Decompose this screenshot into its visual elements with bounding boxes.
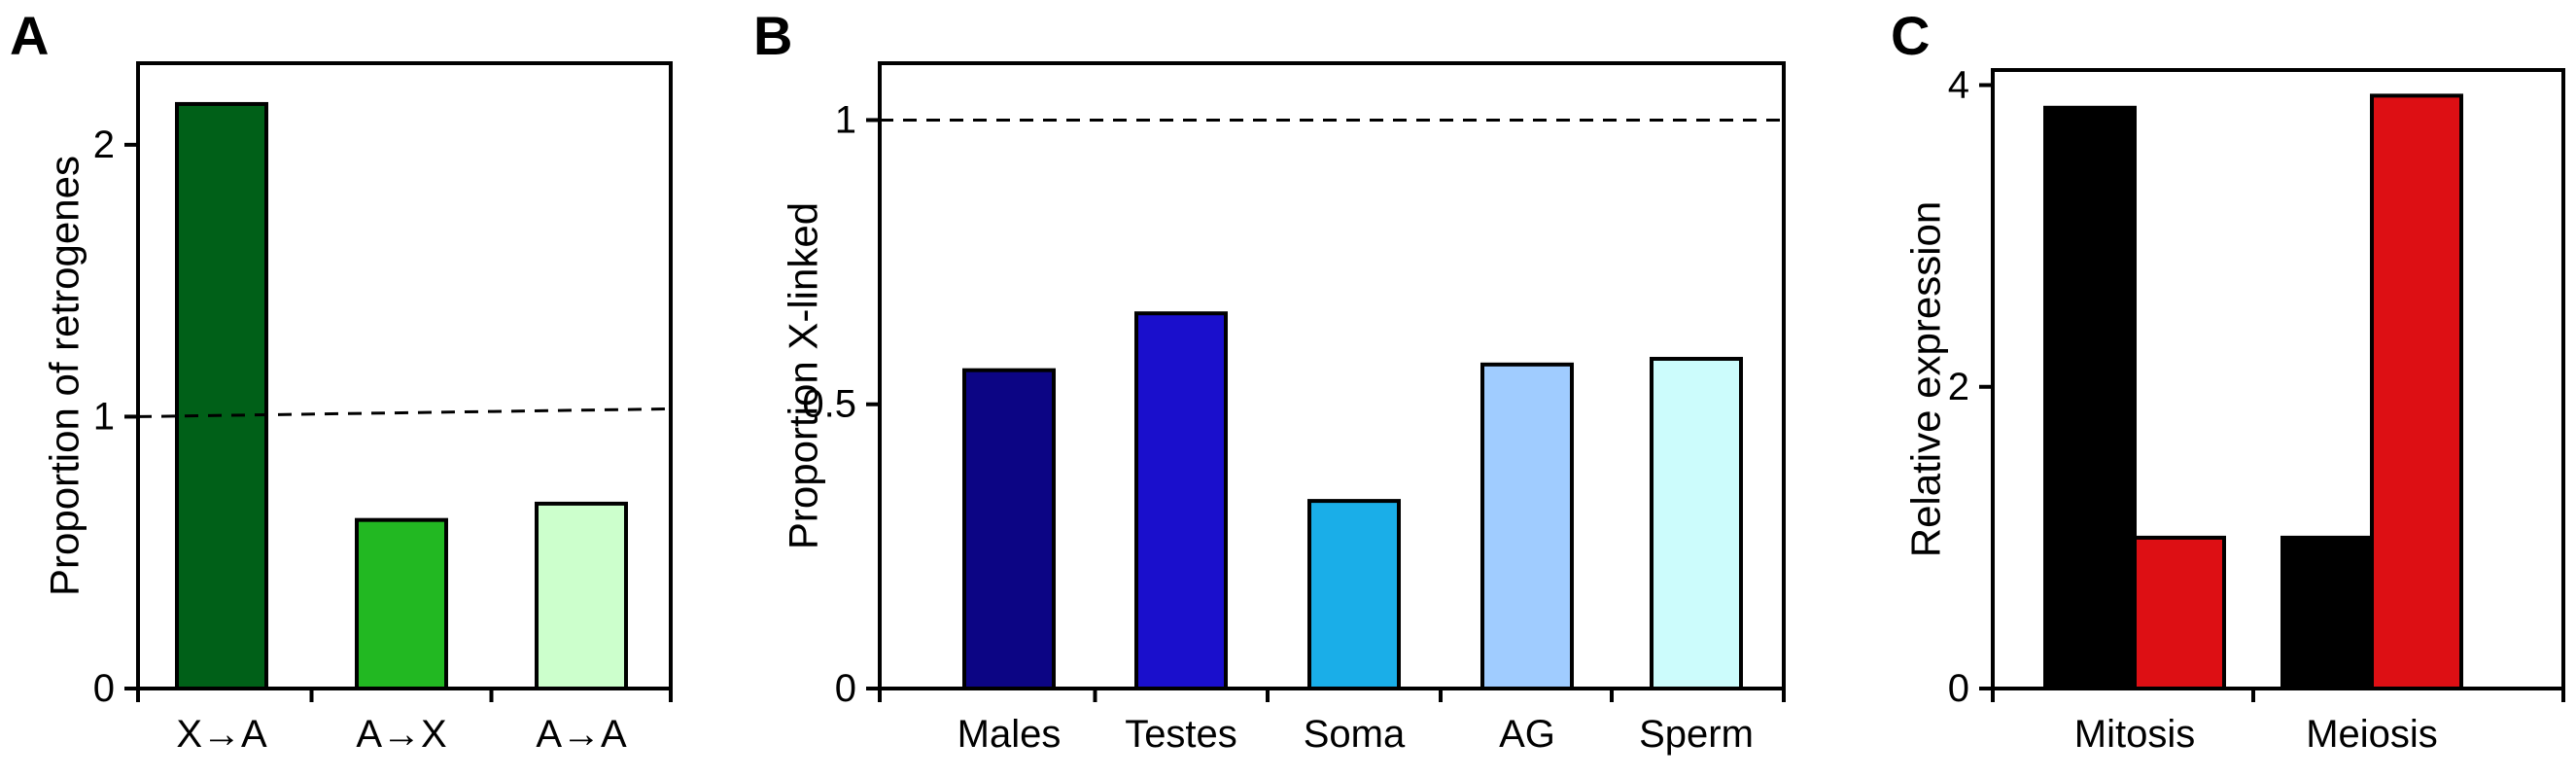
- plot-frame: [878, 61, 1786, 690]
- x-tick-label: A→A: [536, 713, 627, 756]
- y-tick-label: 2: [93, 124, 115, 166]
- bar: [1480, 362, 1574, 690]
- bar: [2370, 93, 2463, 691]
- x-tick-label: Meiosis: [2306, 713, 2438, 756]
- bar: [2133, 535, 2226, 690]
- x-tick-label: Sperm: [1639, 713, 1754, 756]
- bar: [2280, 535, 2374, 690]
- x-tick-label: Males: [957, 713, 1062, 756]
- plot-frame: [1991, 68, 2565, 690]
- chart-panel-c: C Relative expression 0 2 4 Mitosis Meiosis: [1891, 5, 2565, 756]
- bar: [1307, 499, 1401, 690]
- x-tick-label: Testes: [1125, 713, 1237, 756]
- x-tick-label: A→X: [356, 713, 446, 756]
- y-tick-label: 0: [835, 667, 856, 710]
- y-axis-label: Proportion of retrogenes: [41, 156, 87, 596]
- panel-letter: C: [1891, 5, 1930, 66]
- bar: [1134, 311, 1228, 690]
- plot-frame: [136, 61, 673, 690]
- y-tick-label: 0.5: [802, 383, 856, 426]
- panel-letter: A: [10, 5, 49, 66]
- x-tick-label: Soma: [1304, 713, 1406, 756]
- bar: [2043, 105, 2137, 690]
- y-axis-label: Relative expression: [1902, 201, 1948, 558]
- reference-line: [137, 407, 672, 418]
- y-axis-label: Proportion X-linked: [780, 202, 825, 549]
- x-tick-label: Mitosis: [2074, 713, 2195, 756]
- bar: [535, 501, 628, 690]
- bar: [175, 101, 268, 691]
- y-tick-label: 2: [1948, 366, 1969, 408]
- x-tick-label: AG: [1499, 713, 1555, 756]
- x-tick-label: X→A: [176, 713, 267, 756]
- y-tick-label: 1: [835, 98, 856, 141]
- panel-letter: B: [753, 5, 792, 66]
- chart-panel-b: B Proportion X-linked 0 0.5 1 Males Testes Soma…: [753, 5, 1786, 756]
- y-tick-label: 0: [1948, 667, 1969, 710]
- bar: [962, 368, 1056, 690]
- bar: [355, 517, 448, 690]
- y-tick-label: 4: [1948, 64, 1969, 107]
- chart-panel-a: A Proportion of retrogenes 0 1 2 X→A A→X A→A: [10, 5, 673, 756]
- bar: [1650, 356, 1743, 690]
- y-tick-label: 0: [93, 667, 115, 710]
- y-tick-label: 1: [93, 395, 115, 438]
